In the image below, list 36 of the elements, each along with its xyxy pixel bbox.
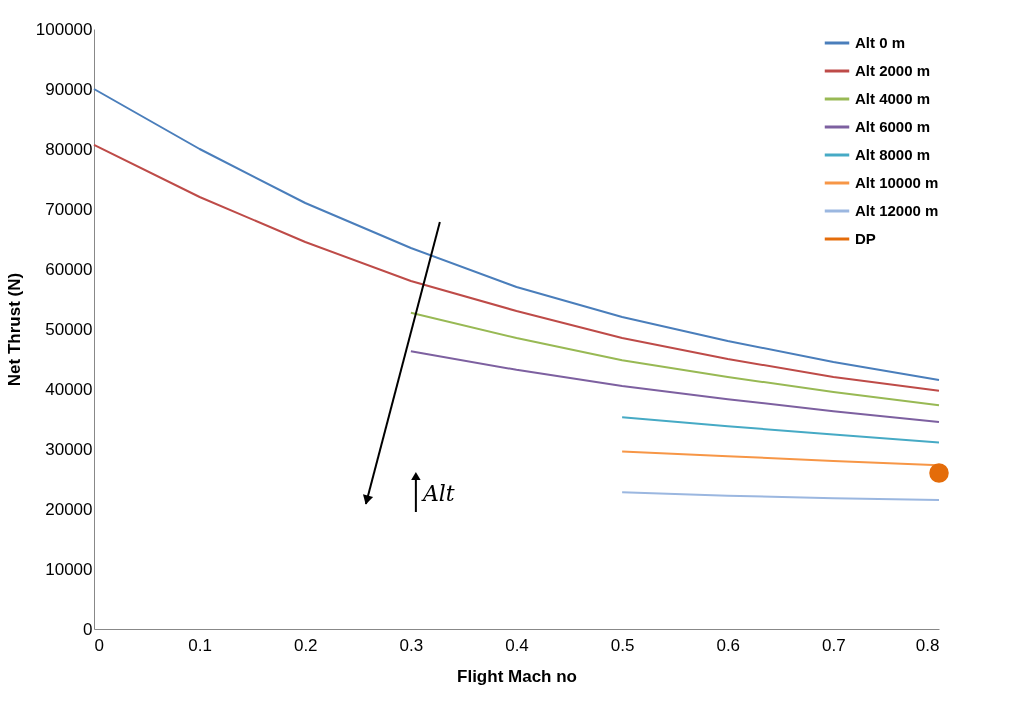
y-tick-label: 10000 [45, 559, 93, 579]
x-tick-label: 0.7 [822, 635, 846, 655]
x-tick-label: 0.4 [505, 635, 529, 655]
x-tick-label: 0.3 [399, 635, 424, 655]
legend-label: Alt 8000 m [855, 146, 931, 163]
x-axis-title: Flight Mach no [457, 666, 577, 686]
y-tick-label: 40000 [45, 379, 93, 399]
line-series [409, 311, 940, 407]
y-tick-label: 100000 [35, 19, 93, 39]
line-series [621, 491, 940, 501]
y-tick-label: 50000 [45, 319, 93, 339]
x-tick-label: 0.2 [293, 635, 318, 655]
legend-label: Alt 12000 m [855, 202, 939, 219]
legend-label: Alt 6000 m [855, 118, 931, 135]
legend-label: Alt 4000 m [855, 90, 931, 107]
x-tick-label: 0.6 [716, 635, 741, 655]
y-tick-label: 60000 [45, 259, 93, 279]
y-tick-label: 70000 [45, 199, 93, 219]
legend-label: Alt 0 m [855, 34, 906, 51]
line-series [409, 350, 940, 423]
legend-label: Alt 2000 m [855, 62, 931, 79]
line-series [93, 143, 940, 392]
legend-label: Alt 10000 m [855, 174, 939, 191]
y-tick-label: 20000 [45, 499, 93, 519]
x-tick-label: 0.1 [188, 635, 212, 655]
y-tick-label: 90000 [45, 79, 93, 99]
x-tick-label: 0.8 [915, 635, 940, 655]
legend-label: DP [855, 230, 876, 247]
y-tick-label: 80000 [45, 139, 93, 159]
line-series [93, 88, 940, 381]
line-series [621, 416, 940, 444]
annotation: Alt [420, 481, 455, 506]
x-tick-label: 0.5 [610, 635, 635, 655]
y-tick-label: 0 [83, 619, 93, 639]
y-axis-title: Net Thrust (N) [4, 272, 24, 387]
y-tick-label: 30000 [45, 439, 93, 459]
